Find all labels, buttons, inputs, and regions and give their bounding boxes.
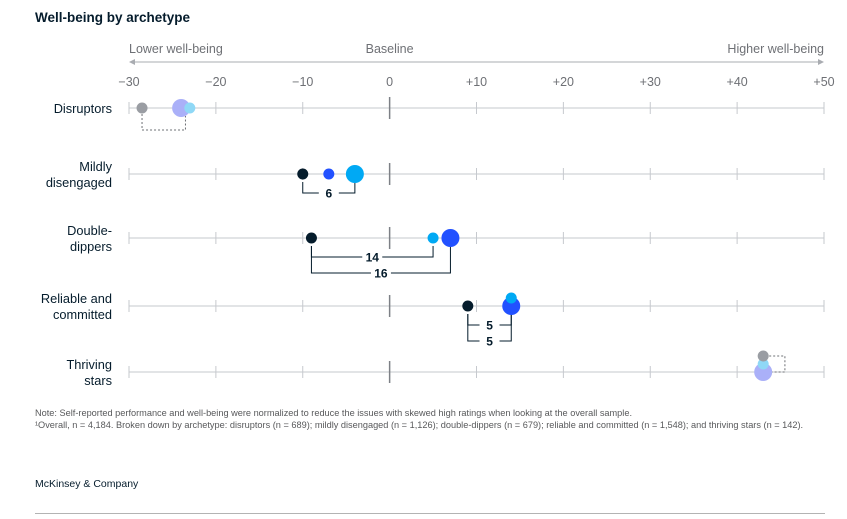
data-point-blue <box>502 297 521 315</box>
connector-bracket <box>141 114 186 131</box>
difference-label: 5 <box>486 319 493 333</box>
data-point-gray <box>757 350 769 362</box>
data-point-dark <box>462 300 474 312</box>
x-tick-label: +50 <box>813 75 834 89</box>
row-label: Disruptors <box>54 101 112 116</box>
x-tick-label: +10 <box>466 75 487 89</box>
source-logo: McKinsey & Company <box>35 478 139 490</box>
data-point-lavender <box>754 363 773 381</box>
x-tick-label: +30 <box>640 75 661 89</box>
data-point-cyan <box>505 292 517 304</box>
bracket-label-bg <box>318 186 339 200</box>
data-point-dark <box>297 168 309 180</box>
difference-label: 16 <box>374 267 388 281</box>
bracket-label-bg <box>479 334 500 348</box>
data-point-cyan <box>345 165 364 183</box>
row-label: Reliable and <box>41 291 112 306</box>
row-label: stars <box>84 373 112 388</box>
x-tick-label: +20 <box>553 75 574 89</box>
data-point-lightcyan <box>184 102 196 114</box>
row-label: dippers <box>70 239 112 254</box>
data-point-blue <box>441 229 460 247</box>
row-label: Mildly <box>79 159 112 174</box>
data-point-dark <box>305 232 317 244</box>
x-tick-label: −10 <box>292 75 313 89</box>
data-point-lavender <box>172 99 191 117</box>
scale-label-lower: Lower well-being <box>129 42 223 56</box>
data-point-cyan <box>427 232 439 244</box>
bracket-label-bg <box>479 318 500 332</box>
row-label: committed <box>53 307 112 322</box>
bracket-label-bg <box>370 266 391 280</box>
row-label: disengaged <box>46 175 112 190</box>
footnote-text: ¹Overall, n = 4,184. Broken down by arch… <box>35 419 804 430</box>
difference-label: 14 <box>366 251 380 265</box>
chart-title: Well-being by archetype <box>35 10 191 25</box>
difference-label: 5 <box>486 335 493 349</box>
row-label: Double- <box>67 223 112 238</box>
arrow-left-icon <box>129 59 135 65</box>
note-text: Note: Self-reported performance and well… <box>35 408 632 418</box>
x-tick-label: −30 <box>118 75 139 89</box>
arrow-right-icon <box>818 59 824 65</box>
difference-label: 6 <box>325 187 332 201</box>
scale-label-baseline: Baseline <box>366 42 414 56</box>
x-tick-label: +40 <box>727 75 748 89</box>
bracket-label-bg <box>362 250 383 264</box>
footer-divider <box>35 513 825 514</box>
data-point-blue <box>323 168 335 180</box>
data-point-gray <box>136 102 148 114</box>
notes: Note: Self-reported performance and well… <box>35 408 825 431</box>
row-label: Thriving <box>66 357 112 372</box>
scale-label-higher: Higher well-being <box>727 42 824 56</box>
x-tick-label: 0 <box>386 75 393 89</box>
chart-plot: Lower well-being Baseline Higher well-bein… <box>41 42 835 388</box>
x-tick-label: −20 <box>205 75 226 89</box>
data-point-lightcyan <box>757 358 769 370</box>
